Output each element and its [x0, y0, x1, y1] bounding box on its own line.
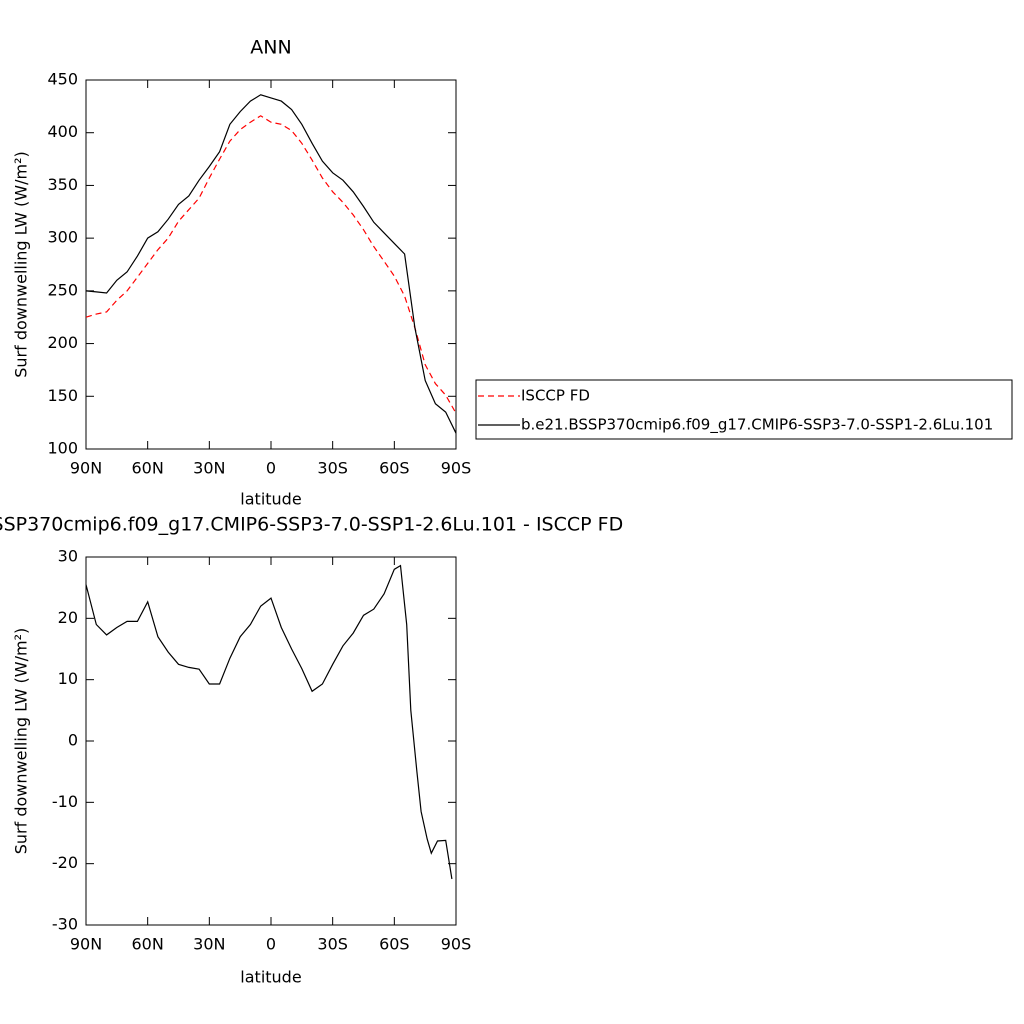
x-tick-label: 90S	[441, 935, 472, 954]
y-axis-label: Surf downwelling LW (W/m²)	[12, 628, 31, 854]
y-tick-label: 250	[47, 280, 78, 299]
y-tick-label: -30	[52, 915, 78, 934]
x-axis-label: latitude	[240, 968, 301, 987]
x-tick-label: 0	[266, 935, 276, 954]
x-tick-label: 30S	[317, 935, 348, 954]
y-tick-label: -10	[52, 792, 78, 811]
y-tick-label: 350	[47, 175, 78, 194]
x-tick-label: 30N	[193, 459, 225, 478]
y-tick-label: 100	[47, 439, 78, 458]
x-tick-label: 30N	[193, 935, 225, 954]
x-tick-label: 90S	[441, 459, 472, 478]
data-line	[85, 94, 457, 434]
y-axis-label: Surf downwelling LW (W/m²)	[12, 151, 31, 377]
x-tick-label: 90N	[70, 459, 102, 478]
legend-box	[475, 379, 1013, 440]
y-tick-label: -20	[52, 853, 78, 872]
x-axis-label: latitude	[240, 490, 301, 509]
chart-title: ANN	[250, 37, 291, 59]
x-tick-label: 60S	[379, 935, 410, 954]
y-tick-label: 300	[47, 228, 78, 247]
x-tick-label: 90N	[70, 935, 102, 954]
y-tick-label: 0	[68, 731, 78, 750]
x-tick-label: 60S	[379, 459, 410, 478]
x-tick-label: 30S	[317, 459, 348, 478]
chart-title: b.e21.BSSP370cmip6.f09_g17.CMIP6-SSP3-7.…	[0, 514, 623, 536]
x-tick-label: 60N	[132, 459, 164, 478]
y-tick-label: 30	[58, 547, 78, 566]
y-tick-label: 200	[47, 333, 78, 352]
y-tick-label: 400	[47, 122, 78, 141]
legend-label: ISCCP FD	[521, 387, 590, 405]
plot-frame	[85, 79, 457, 450]
y-tick-label: 10	[58, 669, 78, 688]
x-tick-label: 60N	[132, 935, 164, 954]
x-tick-label: 0	[266, 459, 276, 478]
legend-label: b.e21.BSSP370cmip6.f09_g17.CMIP6-SSP3-7.…	[521, 416, 993, 435]
plot-frame	[85, 556, 457, 926]
data-line	[85, 115, 457, 414]
y-tick-label: 450	[47, 70, 78, 89]
data-line	[85, 564, 453, 880]
y-tick-label: 150	[47, 386, 78, 405]
y-tick-label: 20	[58, 608, 78, 627]
